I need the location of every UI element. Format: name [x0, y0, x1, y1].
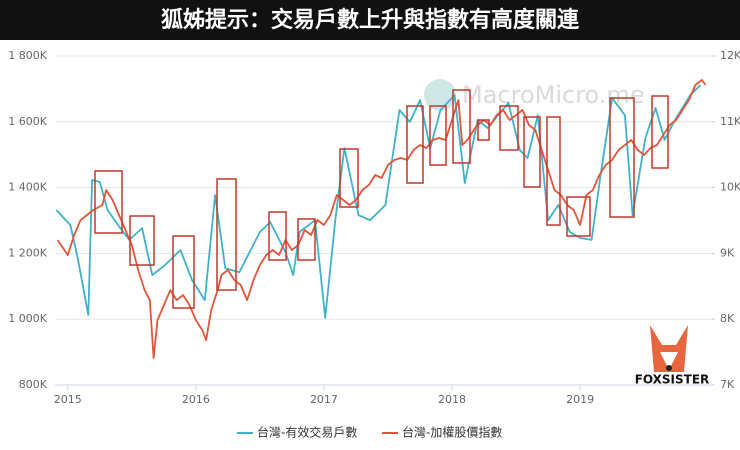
highlight-box — [499, 105, 519, 151]
chart-title: 狐姊提示：交易戶數上升與指數有高度關連 — [161, 7, 580, 33]
x-tick-label: 2018 — [438, 393, 466, 406]
fox-face — [660, 352, 678, 370]
x-tick-label: 2015 — [54, 393, 82, 406]
highlight-box — [297, 218, 316, 261]
x-tick-label: 2019 — [566, 393, 594, 406]
y2-tick-label: 12K — [720, 49, 740, 62]
y-tick-label: 800K — [19, 378, 48, 391]
y-tick-label: 1 200K — [8, 246, 47, 259]
watermark-text: MacroMicro.me — [462, 81, 645, 109]
y2-tick-label: 7K — [720, 378, 735, 391]
x-tick-label: 2016 — [182, 393, 210, 406]
y2-tick-label: 11K — [720, 115, 740, 128]
series-line — [55, 84, 702, 319]
legend-label: 台灣-加權股價指數 — [402, 425, 502, 440]
fox-head — [650, 325, 688, 372]
y2-tick-label: 9K — [720, 246, 735, 259]
highlight-box — [129, 215, 155, 266]
fox-logo: FOXSISTER — [635, 325, 710, 387]
highlight-boxes — [94, 89, 669, 309]
y-tick-label: 1 800K — [8, 49, 47, 62]
highlight-box — [523, 116, 541, 188]
highlight-box — [566, 196, 591, 237]
y-tick-label: 1 400K — [8, 181, 47, 194]
highlight-box — [452, 89, 471, 164]
highlight-box — [546, 116, 561, 226]
highlight-box — [339, 148, 359, 208]
highlight-box — [172, 235, 195, 309]
title-banner — [0, 0, 740, 40]
y2-tick-label: 10K — [720, 181, 740, 194]
legend-label: 台灣-有效交易戶數 — [257, 425, 357, 440]
logo-text: FOXSISTER — [635, 373, 710, 387]
highlight-box — [429, 105, 447, 166]
highlight-box — [94, 170, 123, 234]
highlight-box — [268, 211, 287, 261]
highlight-box — [406, 105, 424, 184]
y2-tick-label: 8K — [720, 312, 735, 325]
highlight-box — [609, 97, 635, 218]
y-tick-label: 1 000K — [8, 312, 47, 325]
highlight-box — [651, 95, 669, 169]
y-tick-label: 1 600K — [8, 115, 47, 128]
series-line — [56, 79, 707, 359]
highlight-box — [216, 178, 237, 291]
fox-nose — [666, 365, 672, 371]
highlight-box — [477, 119, 490, 141]
x-tick-label: 2017 — [310, 393, 338, 406]
